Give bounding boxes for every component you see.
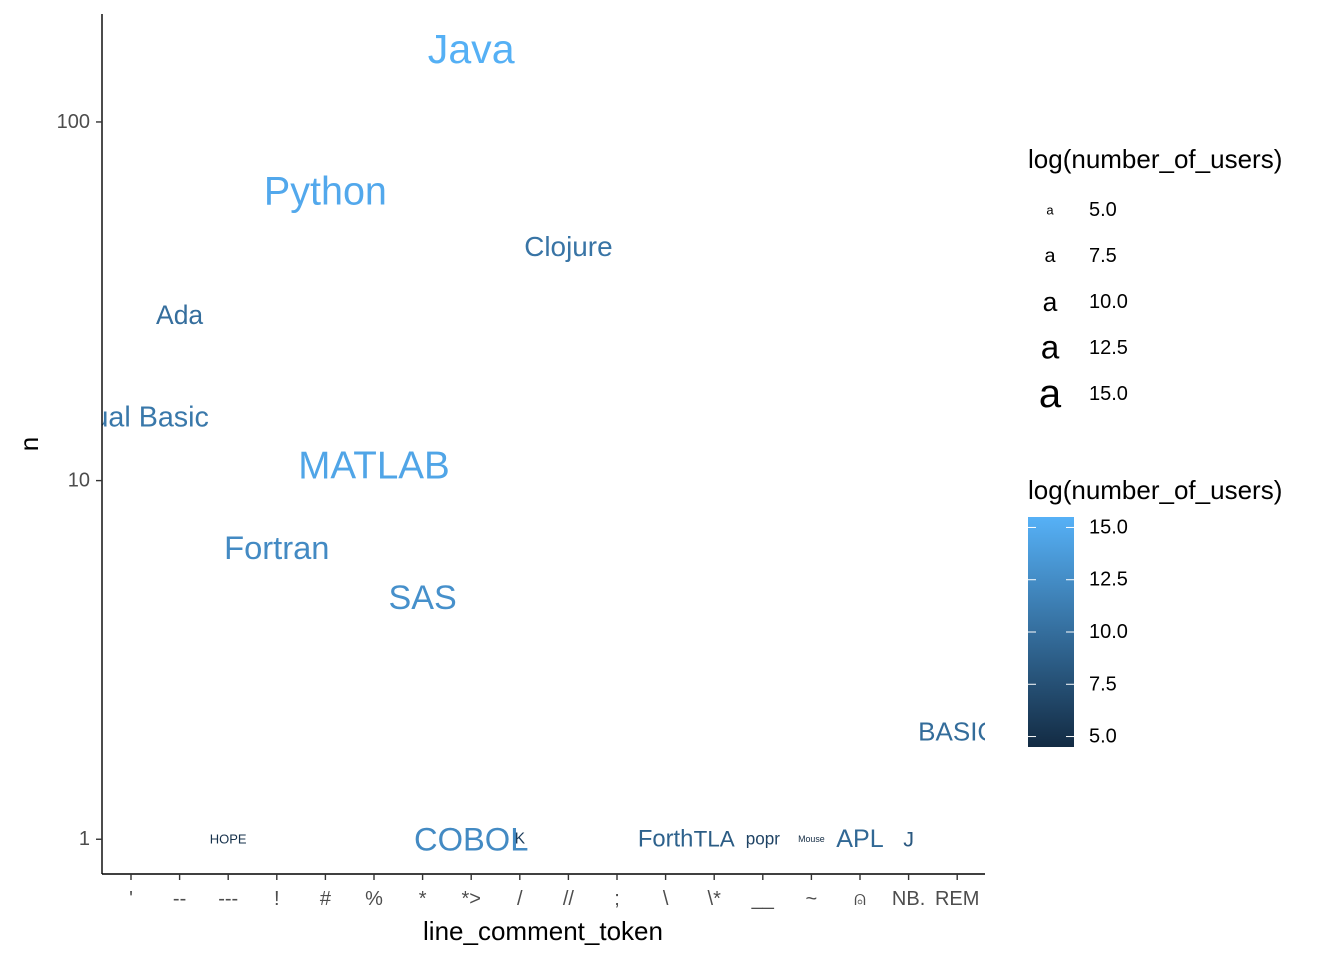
size-legend-key: a: [1044, 245, 1055, 267]
color-legend-title: log(number_of_users): [1028, 475, 1282, 505]
x-tick-label: --: [173, 888, 186, 910]
point-label-matlab: MATLAB: [298, 444, 450, 487]
point-label-cobol: COBOL: [414, 821, 528, 858]
point-label-k: K: [515, 831, 526, 848]
color-legend-label: 15.0: [1089, 516, 1128, 538]
x-axis-title: line_comment_token: [423, 916, 663, 946]
x-tick-label: *>: [461, 888, 480, 910]
point-label-java: Java: [428, 26, 515, 72]
x-tick-label: \*: [708, 888, 722, 910]
point-label-popr: popr: [746, 830, 781, 849]
size-legend-key: a: [1043, 287, 1058, 317]
x-tick-label: #: [320, 888, 332, 910]
size-legend-label: 7.5: [1089, 245, 1117, 267]
point-label-ada: Ada: [156, 300, 203, 330]
size-legend-title: log(number_of_users): [1028, 144, 1282, 174]
x-tick-label: ': [129, 888, 133, 910]
point-label-sas: SAS: [388, 579, 456, 617]
y-tick-label: 1: [79, 828, 90, 850]
plot-panel: Java Python Clojure Ada Visual Basic MATLAB Fo…: [53, 26, 996, 858]
point-label-tla: TLA: [694, 827, 735, 852]
x-tick-label: ⍝: [854, 888, 866, 910]
x-tick-label: ---: [218, 888, 238, 910]
size-legend-key: a: [1039, 372, 1062, 416]
x-tick-label: \: [663, 888, 669, 910]
x-tick-label: *: [419, 888, 427, 910]
size-legend-key: a: [1046, 203, 1054, 218]
x-tick-label: REM: [935, 888, 979, 910]
point-label-forth: Forth: [638, 826, 694, 853]
point-label-apl: APL: [836, 825, 883, 853]
point-label-clojure: Clojure: [524, 231, 612, 262]
point-label-visual-basic: Visual Basic: [53, 401, 209, 433]
color-legend-label: 12.5: [1089, 569, 1128, 591]
point-label-j: J: [903, 827, 914, 852]
size-legend-label: 15.0: [1089, 383, 1128, 405]
point-label-mouse: Mouse: [798, 834, 825, 844]
y-axis-title: n: [14, 437, 44, 451]
point-label-fortran: Fortran: [224, 529, 329, 566]
color-legend-label: 5.0: [1089, 726, 1117, 748]
size-legend-key: a: [1041, 330, 1060, 367]
point-label-basic: BASIC: [918, 716, 996, 746]
x-tick-label: NB.: [892, 888, 925, 910]
size-legend-label: 12.5: [1089, 337, 1128, 359]
size-legend-label: 10.0: [1089, 291, 1128, 313]
y-tick-label: 100: [57, 111, 90, 133]
point-label-hope: HOPE: [210, 832, 247, 847]
x-tick-label: !: [274, 888, 280, 910]
size-legend-label: 5.0: [1089, 199, 1117, 221]
x-tick-label: ~: [806, 888, 818, 910]
x-tick-label: /: [517, 888, 523, 910]
color-legend-label: 10.0: [1089, 621, 1128, 643]
color-legend: log(number_of_users) 15.0 12.5 10.0 7.5 5.0: [1028, 475, 1282, 748]
x-tick-label: %: [365, 888, 383, 910]
x-tick-label: __: [751, 888, 775, 910]
color-legend-label: 7.5: [1089, 673, 1117, 695]
point-label-python: Python: [264, 169, 387, 213]
x-tick-label: //: [563, 888, 575, 910]
size-legend: log(number_of_users) a 5.0 a 7.5 a 10.0 a 12.5 a…: [1028, 144, 1282, 416]
x-tick-label: ;: [614, 888, 620, 910]
y-tick-label: 10: [68, 470, 90, 492]
